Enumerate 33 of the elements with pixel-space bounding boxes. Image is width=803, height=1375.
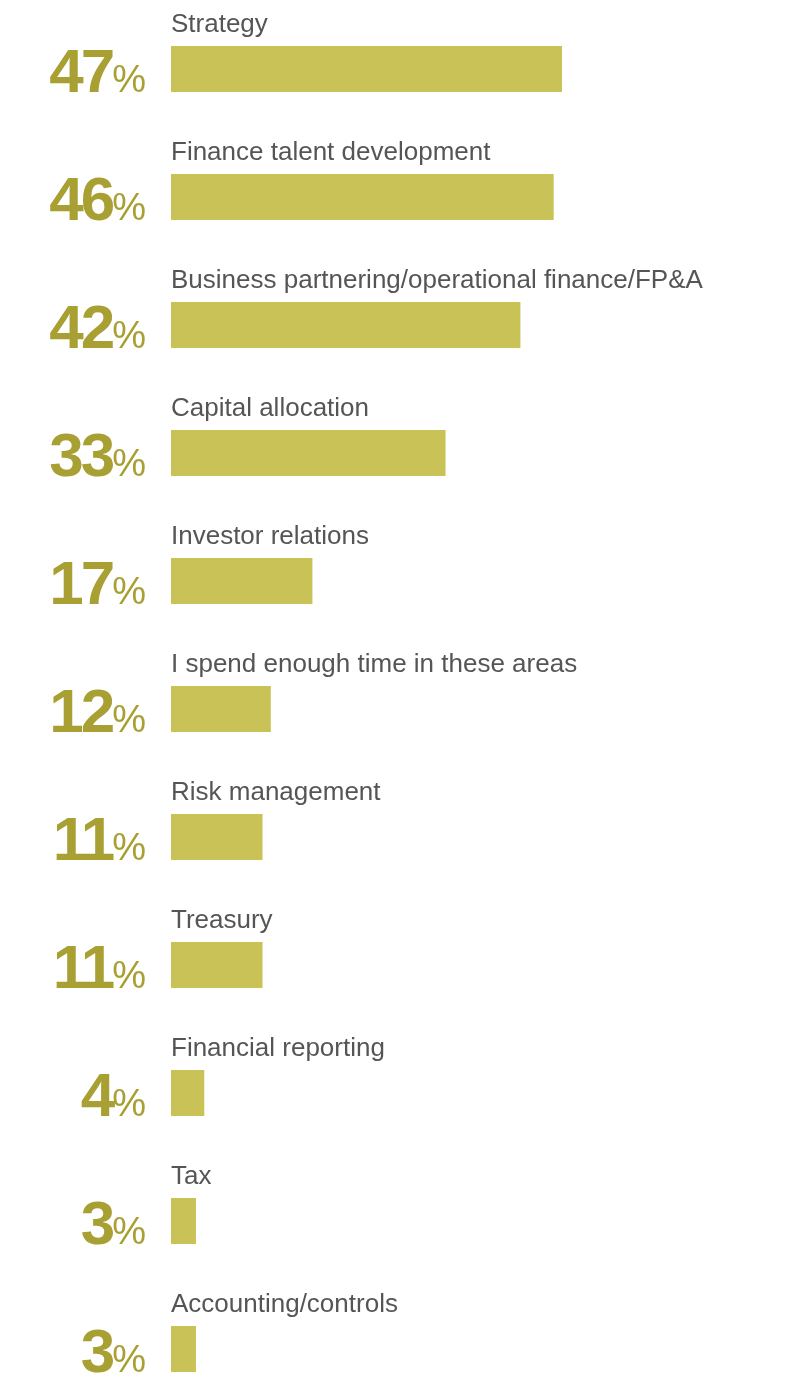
y-tick-label: Risk management bbox=[171, 776, 382, 806]
data-label: 12% bbox=[49, 676, 146, 745]
data-label: 11% bbox=[52, 932, 146, 1001]
bar bbox=[171, 558, 313, 604]
data-label: 17% bbox=[49, 548, 146, 617]
data-label: 3% bbox=[80, 1316, 146, 1375]
bar bbox=[171, 814, 263, 860]
data-label: 11% bbox=[52, 804, 146, 873]
data-label: 4% bbox=[80, 1060, 146, 1129]
bar bbox=[171, 1198, 196, 1244]
y-tick-label: Capital allocation bbox=[171, 392, 370, 422]
bar bbox=[171, 942, 263, 988]
data-label: 3% bbox=[80, 1188, 146, 1257]
y-tick-label: Tax bbox=[171, 1160, 212, 1190]
bar bbox=[171, 430, 446, 476]
data-label: 47% bbox=[49, 36, 146, 105]
y-tick-label: I spend enough time in these areas bbox=[171, 648, 578, 678]
bar bbox=[171, 1326, 196, 1372]
y-tick-label: Finance talent development bbox=[171, 136, 492, 166]
bar bbox=[171, 686, 271, 732]
y-tick-label: Accounting/controls bbox=[171, 1288, 398, 1318]
y-tick-label: Investor relations bbox=[171, 520, 369, 550]
bar bbox=[171, 1070, 205, 1116]
bar bbox=[171, 174, 554, 220]
data-label: 42% bbox=[49, 292, 146, 361]
bar bbox=[171, 302, 521, 348]
bar bbox=[171, 46, 562, 92]
y-tick-label: Strategy bbox=[171, 8, 268, 38]
data-label: 33% bbox=[49, 420, 146, 489]
y-tick-label: Business partnering/operational finance/FP&A bbox=[171, 264, 704, 294]
data-label: 46% bbox=[49, 164, 146, 233]
y-tick-label: Treasury bbox=[171, 904, 273, 934]
y-tick-label: Financial reporting bbox=[171, 1032, 385, 1062]
